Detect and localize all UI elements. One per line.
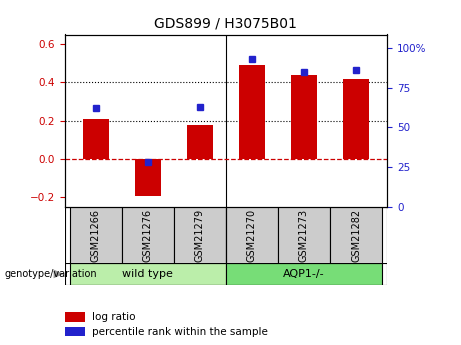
Text: genotype/variation: genotype/variation [5, 269, 97, 279]
Text: percentile rank within the sample: percentile rank within the sample [92, 327, 268, 337]
Text: log ratio: log ratio [92, 312, 136, 322]
Bar [65, 312, 85, 322]
Bar [135, 159, 161, 196]
Title: GDS899 / H3075B01: GDS899 / H3075B01 [154, 17, 297, 31]
Text: wild type: wild type [122, 269, 173, 279]
Text: GSM21266: GSM21266 [91, 209, 101, 262]
Polygon shape [53, 269, 64, 278]
Text: GSM21273: GSM21273 [299, 209, 309, 262]
Bar [174, 207, 226, 264]
Bar [226, 207, 278, 264]
Text: GSM21276: GSM21276 [143, 209, 153, 262]
Bar [70, 263, 226, 285]
Text: GSM21279: GSM21279 [195, 209, 205, 262]
Bar [70, 207, 122, 264]
Bar [122, 207, 174, 264]
Text: GSM21282: GSM21282 [351, 209, 361, 262]
Bar [65, 327, 85, 336]
Bar [330, 207, 382, 264]
Bar [187, 125, 213, 159]
Bar [226, 263, 382, 285]
Bar [83, 119, 109, 159]
Bar [278, 207, 330, 264]
Bar [343, 79, 369, 159]
Bar [291, 75, 317, 159]
Text: AQP1-/-: AQP1-/- [283, 269, 325, 279]
Bar [239, 65, 265, 159]
Text: GSM21270: GSM21270 [247, 209, 257, 262]
